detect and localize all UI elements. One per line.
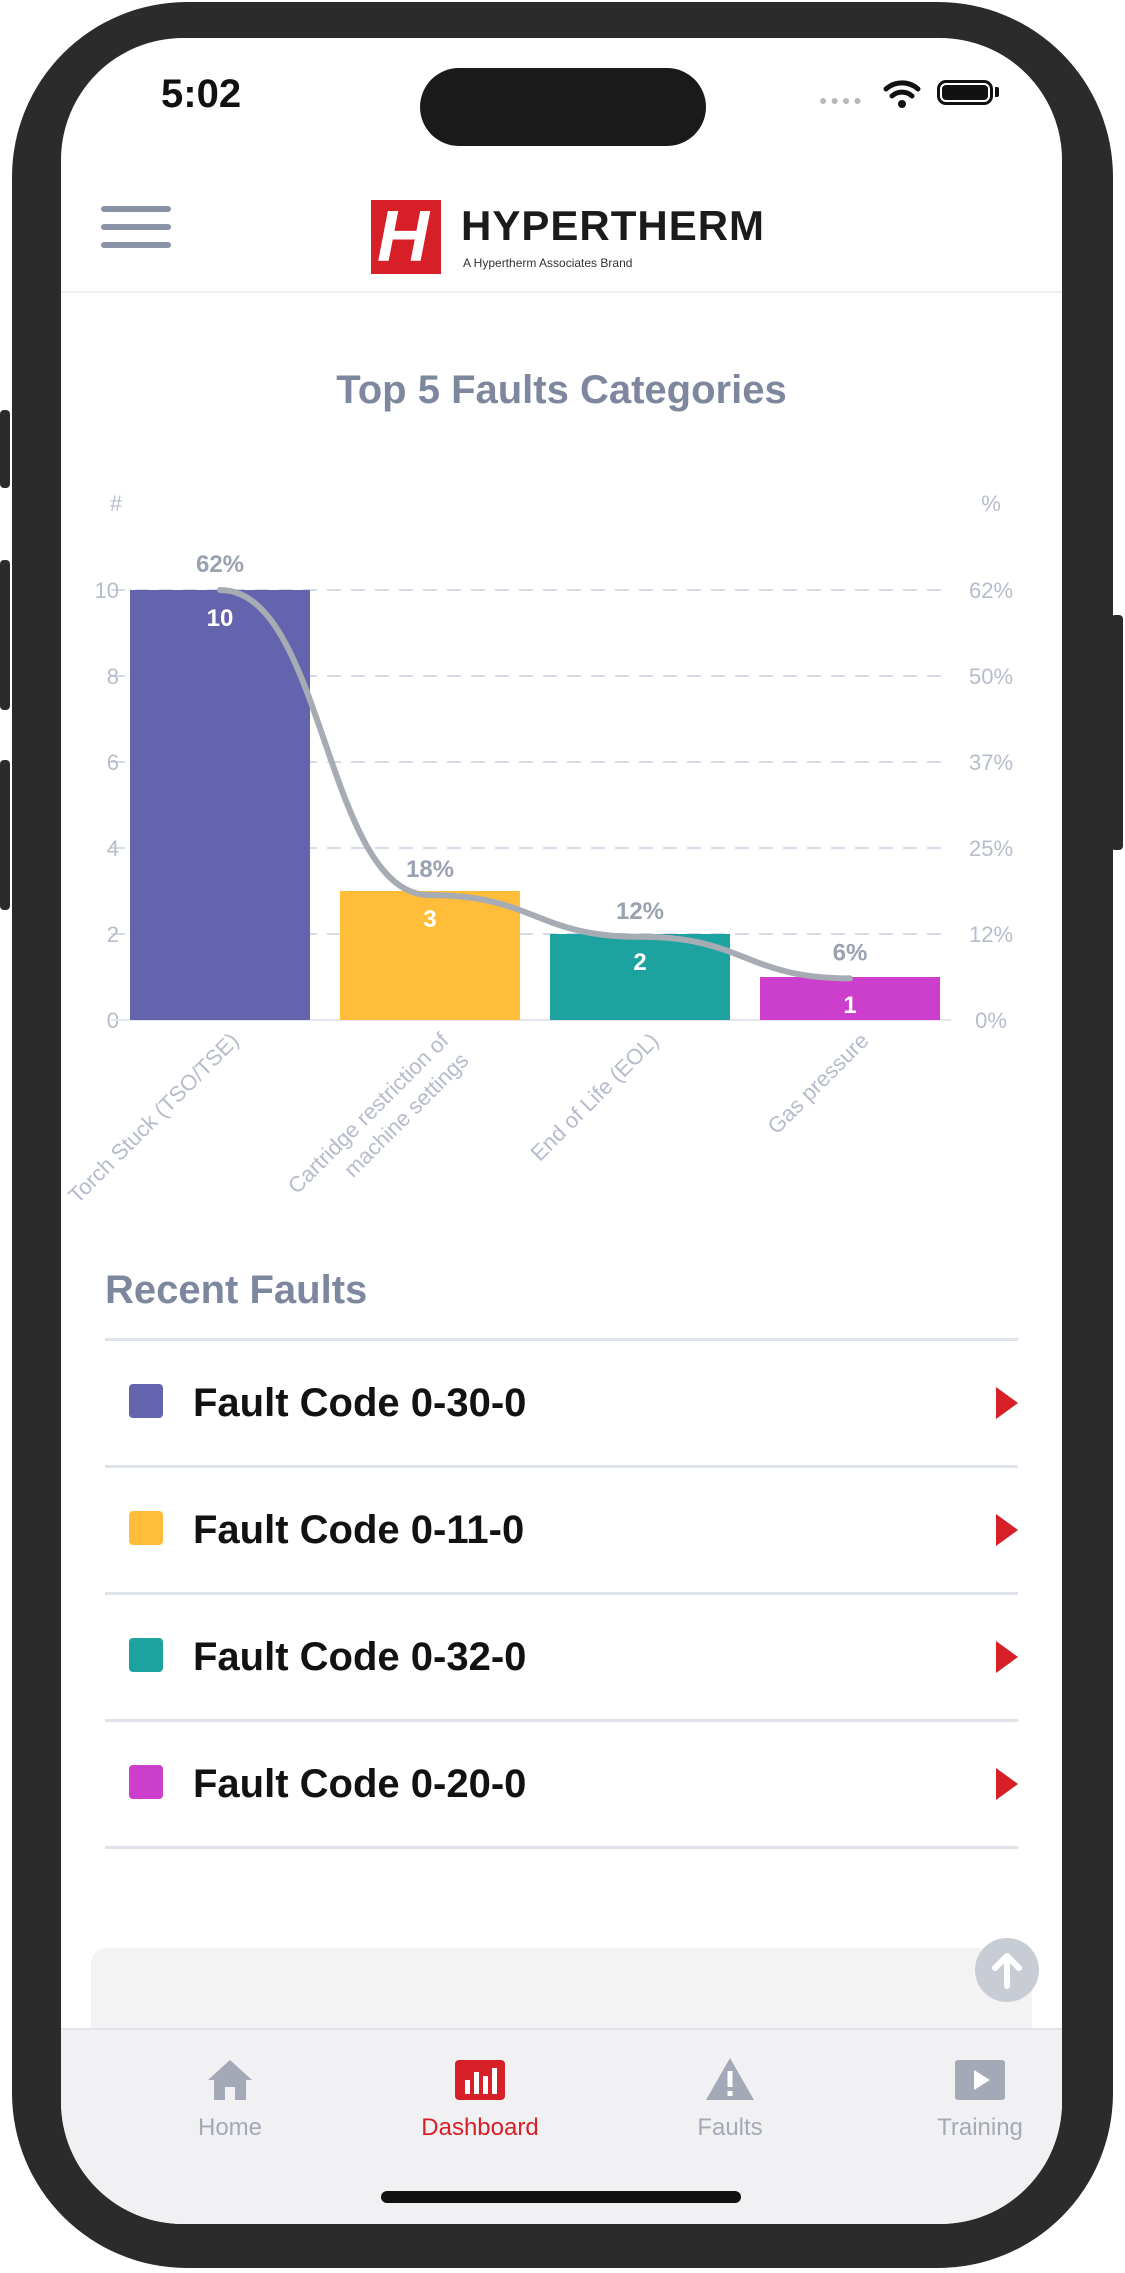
app-screen: 5:02 ●●●● H HYPERTHERM A Hypertherm Asso… (61, 38, 1062, 2224)
y-axis-unit-label: # (110, 491, 123, 516)
battery-cap (995, 87, 999, 97)
percent-line (217, 587, 853, 982)
play-icon (955, 2056, 1005, 2102)
x-category-label: End of Life (EOL) (526, 1028, 664, 1166)
logo-mark: H (371, 200, 441, 274)
percent-label: 12% (616, 898, 664, 925)
fault-row[interactable]: Fault Code 0-11-0 (105, 1468, 1018, 1595)
fault-row[interactable]: Fault Code 0-20-0 (105, 1722, 1018, 1849)
volume-down-button (0, 760, 10, 910)
chevron-right-icon (996, 1387, 1018, 1419)
fault-code-label: Fault Code 0-32-0 (193, 1635, 527, 1679)
percent-label: 6% (833, 939, 868, 966)
chevron-right-icon (996, 1641, 1018, 1673)
bar-value-label: 2 (633, 949, 646, 976)
y-tick-label: 4 (107, 836, 119, 861)
percent-label: 62% (196, 551, 244, 578)
logo-wordmark: HYPERTHERM (461, 202, 766, 249)
bar-value-label: 10 (207, 605, 234, 632)
chevron-right-icon (996, 1514, 1018, 1546)
y2-tick-label: 0% (975, 1008, 1007, 1033)
fault-row[interactable]: Fault Code 0-30-0 (105, 1341, 1018, 1468)
x-category-label: Torch Stuck (TSO/TSE) (63, 1028, 243, 1208)
y2-tick-label: 25% (969, 836, 1013, 861)
status-time: 5:02 (161, 72, 242, 116)
home-icon (205, 2056, 255, 2102)
fault-color-swatch (129, 1511, 163, 1545)
bar (130, 590, 310, 1020)
hypertherm-logo: H HYPERTHERM A Hypertherm Associates Bra… (371, 200, 764, 280)
bar-value-label: 1 (843, 992, 856, 1019)
x-category-label: Gas pressure (762, 1028, 873, 1139)
bar (760, 977, 940, 1020)
bar (550, 934, 730, 1020)
volume-up-button (0, 560, 10, 710)
battery-icon (937, 80, 993, 105)
warning-icon (705, 2056, 755, 2102)
y-tick-label: 6 (107, 750, 119, 775)
y-tick-label: 10 (95, 578, 119, 603)
faults-pareto-chart: # %0 0%2 12%4 25%6 37%8 50%10 62%1032162%18%12%… (63, 491, 1013, 1218)
app-header: H HYPERTHERM A Hypertherm Associates Bra… (61, 158, 1062, 293)
recent-faults-title: Recent Faults (105, 1268, 368, 1312)
scroll-to-top-button[interactable] (975, 1938, 1039, 2002)
tab-training[interactable]: Training (855, 2048, 1062, 2142)
fault-code-label: Fault Code 0-30-0 (193, 1381, 527, 1425)
chevron-right-icon (996, 1768, 1018, 1800)
y2-tick-label: 37% (969, 750, 1013, 775)
fault-code-label: Fault Code 0-11-0 (193, 1508, 525, 1552)
bar-value-label: 3 (423, 906, 436, 933)
fault-color-swatch (129, 1384, 163, 1418)
fault-row[interactable]: Fault Code 0-32-0 (105, 1595, 1018, 1722)
hamburger-menu-icon[interactable] (101, 206, 171, 250)
y-tick-label: 2 (107, 922, 119, 947)
tab-label-home: Home (197, 2114, 263, 2141)
dashboard-icon (455, 2056, 505, 2102)
bar (340, 891, 520, 1020)
wifi-icon (883, 80, 921, 108)
silent-switch (0, 410, 10, 488)
fault-color-swatch (129, 1765, 163, 1799)
tab-dashboard[interactable]: Dashboard (355, 2048, 605, 2142)
fault-code-label: Fault Code 0-20-0 (193, 1762, 527, 1806)
signal-icon: ●●●● (819, 92, 865, 108)
logo-tagline: A Hypertherm Associates Brand (463, 256, 633, 270)
dynamic-island (420, 68, 706, 146)
y-tick-label: 8 (107, 664, 119, 689)
fault-color-swatch (129, 1638, 163, 1672)
tab-home[interactable]: Home (105, 2048, 355, 2142)
percent-label: 18% (406, 856, 454, 883)
tab-label-training: Training (937, 2114, 1023, 2141)
chart-title: Top 5 Faults Categories (336, 368, 787, 412)
arrow-up-icon (992, 1953, 1022, 1989)
power-button (1111, 615, 1123, 850)
x-category-label: Cartridge restriction ofmachine settings (283, 1027, 474, 1218)
y2-axis-unit-label: % (981, 491, 1001, 516)
home-indicator (381, 2191, 741, 2203)
y2-tick-label: 12% (969, 922, 1013, 947)
y2-tick-label: 50% (969, 664, 1013, 689)
tab-label-faults: Faults (697, 2114, 763, 2141)
tab-faults[interactable]: Faults (605, 2048, 855, 2142)
status-bar: 5:02 ●●●● (61, 38, 1062, 158)
recent-faults-list: Fault Code 0-30-0 Fault Code 0-11-0 Fault … (105, 1338, 1018, 1849)
tab-label-dashboard: Dashboard (421, 2114, 539, 2141)
y2-tick-label: 62% (969, 578, 1013, 603)
